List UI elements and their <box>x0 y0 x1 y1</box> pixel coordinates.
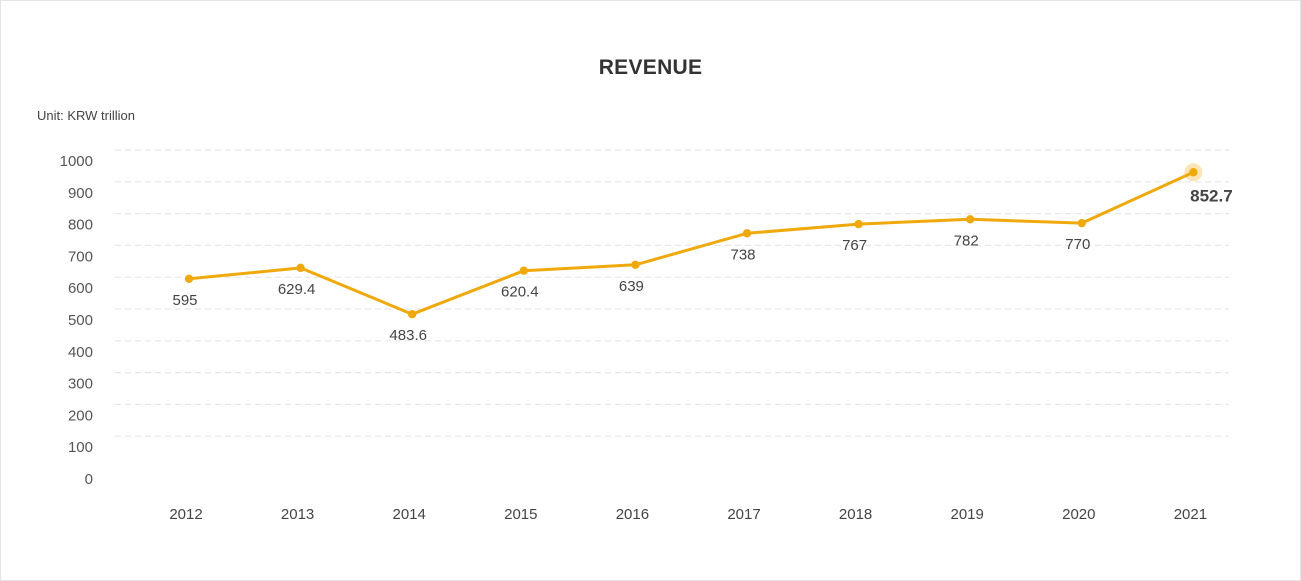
y-tick-label: 100 <box>68 439 93 456</box>
data-label: 767 <box>842 237 867 254</box>
data-point <box>519 266 528 275</box>
unit-label: Unit: KRW trillion <box>37 108 136 123</box>
x-tick-label: 2021 <box>1174 506 1207 523</box>
x-tick-label: 2018 <box>839 506 872 523</box>
data-labels: 595 629.4 483.6 620.4 639 738 767 782 770 852.7 <box>172 186 1232 344</box>
y-axis-ticks: 0 100 200 300 400 500 600 700 800 900 1000 <box>60 153 93 488</box>
data-label: 782 <box>954 232 979 249</box>
data-point <box>296 263 305 273</box>
y-tick-label: 600 <box>68 280 93 297</box>
data-point <box>1189 168 1198 177</box>
data-label: 639 <box>619 278 644 295</box>
x-axis-ticks: 2012 2013 2014 2015 2016 2017 2018 2019 2020 2021 <box>169 506 1207 523</box>
data-label: 738 <box>730 246 755 263</box>
y-tick-label: 700 <box>68 248 93 265</box>
x-tick-label: 2016 <box>616 506 649 523</box>
y-tick-label: 0 <box>85 471 93 488</box>
data-label: 483.6 <box>389 327 427 344</box>
y-tick-label: 400 <box>68 344 93 361</box>
y-tick-label: 500 <box>68 312 93 329</box>
x-tick-label: 2020 <box>1062 506 1095 523</box>
data-point <box>408 310 417 319</box>
data-point <box>184 274 194 283</box>
highlight-data-label: 852.7 <box>1190 186 1233 205</box>
x-tick-label: 2015 <box>504 506 537 523</box>
y-tick-label: 1000 <box>60 153 93 170</box>
data-point <box>1077 218 1087 228</box>
x-tick-label: 2014 <box>393 506 426 523</box>
x-tick-label: 2012 <box>169 506 202 523</box>
gridlines <box>115 149 1229 437</box>
chart-title: REVENUE <box>598 56 703 79</box>
data-point <box>966 215 975 224</box>
data-label: 620.4 <box>501 284 539 301</box>
x-tick-label: 2019 <box>951 506 984 523</box>
data-point <box>631 260 640 269</box>
data-label: 595 <box>172 292 197 309</box>
y-tick-label: 300 <box>68 376 93 393</box>
data-label: 770 <box>1065 236 1090 253</box>
x-tick-label: 2013 <box>281 506 314 523</box>
data-point <box>742 229 752 238</box>
data-point <box>854 219 863 229</box>
data-label: 629.4 <box>278 281 316 298</box>
y-tick-label: 900 <box>68 185 93 202</box>
data-points <box>184 163 1203 319</box>
y-tick-label: 800 <box>68 217 93 234</box>
y-tick-label: 200 <box>68 407 93 424</box>
series-line <box>187 170 1195 316</box>
x-tick-label: 2017 <box>727 506 760 523</box>
